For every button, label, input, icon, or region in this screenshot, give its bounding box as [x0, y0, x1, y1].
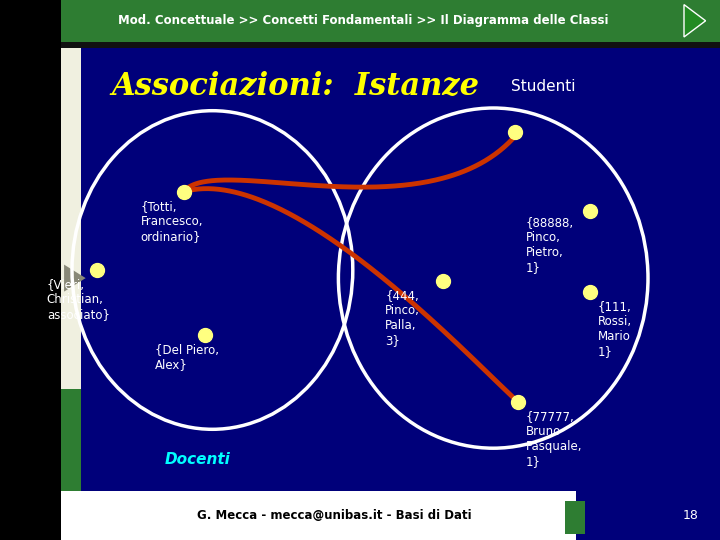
Polygon shape — [684, 4, 706, 37]
Text: G. Mecca - mecca@unibas.it - Basi di Dati: G. Mecca - mecca@unibas.it - Basi di Dat… — [197, 509, 472, 522]
Text: Docenti: Docenti — [165, 451, 231, 467]
Text: {111,
Rossi,
Mario
1}: {111, Rossi, Mario 1} — [598, 300, 631, 357]
Text: 18: 18 — [683, 509, 698, 522]
Text: Mod. Concettuale >> Concetti Fondamentali >> Il Diagramma delle Classi: Mod. Concettuale >> Concetti Fondamental… — [118, 14, 609, 28]
Text: {88888,
Pinco,
Pietro,
1}: {88888, Pinco, Pietro, 1} — [526, 216, 574, 274]
Text: {77777,
Bruno
Pasquale,
1}: {77777, Bruno Pasquale, 1} — [526, 410, 582, 468]
FancyBboxPatch shape — [0, 0, 61, 540]
FancyBboxPatch shape — [565, 501, 585, 534]
Point — [513, 398, 524, 407]
Text: {444,
Pinco,
Palla,
3}: {444, Pinco, Palla, 3} — [385, 289, 420, 347]
Point — [437, 276, 449, 285]
Polygon shape — [64, 265, 86, 292]
Text: Studenti: Studenti — [511, 79, 576, 94]
Text: {Totti,
Francesco,
ordinario}: {Totti, Francesco, ordinario} — [140, 200, 203, 243]
FancyBboxPatch shape — [61, 1, 720, 491]
FancyBboxPatch shape — [61, 42, 720, 48]
Point — [199, 330, 211, 339]
FancyBboxPatch shape — [61, 48, 81, 491]
Point — [91, 266, 103, 274]
FancyBboxPatch shape — [576, 491, 720, 540]
Point — [585, 287, 596, 296]
Text: {Vieri,
Christian,
associato}: {Vieri, Christian, associato} — [47, 278, 110, 321]
Point — [178, 187, 189, 196]
FancyBboxPatch shape — [61, 0, 720, 42]
Text: {Del Piero,
Alex}: {Del Piero, Alex} — [155, 343, 219, 371]
Text: Associazioni:  Istanze: Associazioni: Istanze — [112, 71, 480, 102]
Point — [509, 128, 521, 137]
FancyBboxPatch shape — [61, 389, 81, 491]
Point — [585, 206, 596, 215]
FancyBboxPatch shape — [61, 491, 720, 540]
